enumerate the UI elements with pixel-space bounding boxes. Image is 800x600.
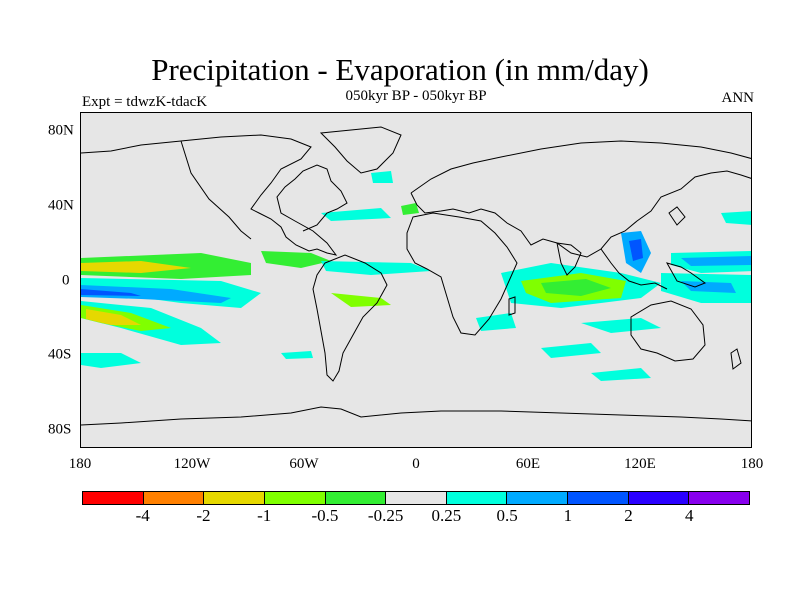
field-blob [281,351,313,359]
x-tick-label: 120W [173,456,211,472]
colorbar-label: -0.5 [311,506,339,525]
chart-subtitle: 050kyr BP - 050kyr BP [345,88,487,104]
map-panel [80,112,752,448]
map-field [81,126,751,426]
colorbar-label: 2 [624,506,633,525]
x-tick-label: 180 [68,456,92,472]
colorbar-swatch [143,492,205,504]
field-blob [541,279,611,296]
x-tick-label: 60E [515,456,541,472]
colorbar-swatch [689,492,750,504]
y-tick-label: 80S [48,421,72,438]
field-blob [81,285,231,303]
colorbar-label: 0.5 [496,506,518,525]
field-blob [581,318,661,333]
field-blob [629,239,643,261]
field-blob [476,313,516,331]
colorbar-label: -2 [196,506,211,525]
y-tick-label: 80N [48,122,74,139]
colorbar-swatch [386,492,447,504]
field-blob [541,343,601,358]
colorbar-label: -4 [135,506,150,525]
chart-title: Precipitation - Evaporation (in mm/day) [151,52,649,87]
coastlines [81,126,751,426]
field-blob [401,203,419,215]
field-blob [81,261,191,273]
field-blob [721,211,751,225]
field-blob [371,171,393,183]
colorbar-swatch [507,492,569,504]
colorbar-swatch [446,492,508,504]
y-tick-label: 40S [48,346,72,363]
field-blob [86,309,141,325]
colorbar-label: -0.25 [367,506,404,525]
colorbar-label: -1 [257,506,272,525]
colorbar-swatch [568,492,629,504]
x-tick-label: 120E [624,456,656,472]
experiment-label: Expt = tdwzK-tdacK [82,94,208,110]
field-blob [331,293,391,307]
field-blob [81,289,141,296]
field-blob [681,256,751,266]
field-blob [261,251,331,268]
field-blob [681,281,736,293]
colorbar-label: 0.25 [431,506,462,525]
x-tick-label: 60W [289,456,319,472]
x-tick-label: 180 [740,456,764,472]
colorbar-legend [82,491,750,505]
period-label: ANN [721,90,755,106]
y-tick-label: 40N [48,197,74,214]
field-blob [321,261,431,275]
colorbar-label: 1 [563,506,573,525]
y-tick-label: 0 [62,272,70,289]
field-blob [321,208,391,221]
colorbar-swatch [628,492,690,504]
x-tick-label: 0 [412,456,420,472]
colorbar-swatch [83,492,144,504]
colorbar-swatch [264,492,326,504]
field-blob [591,368,651,381]
colorbar-swatch [325,492,387,504]
colorbar-label: 4 [685,506,694,525]
colorbar-swatch [204,492,265,504]
field-blob [81,353,141,368]
